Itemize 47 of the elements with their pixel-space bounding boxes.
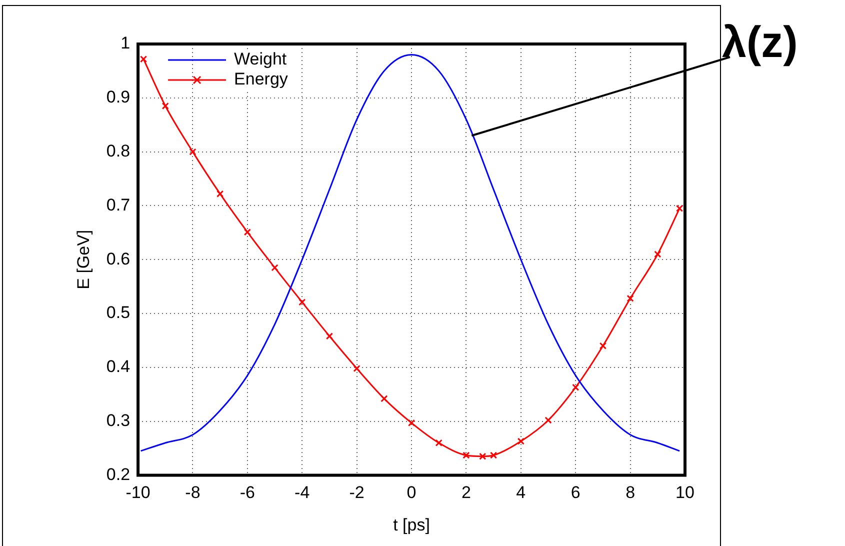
point xyxy=(435,439,442,446)
x-tick-label: -8 xyxy=(185,483,200,502)
legend-label: Weight xyxy=(234,50,287,69)
y-tick-label: 0.4 xyxy=(106,357,130,376)
x-tick-label: 2 xyxy=(461,483,471,502)
point xyxy=(216,190,224,198)
point xyxy=(572,384,580,391)
legend-label: Energy xyxy=(234,70,288,89)
y-tick-label: 0.3 xyxy=(106,410,130,430)
point xyxy=(599,342,607,350)
point xyxy=(479,452,486,460)
point xyxy=(490,452,498,459)
point xyxy=(626,294,634,302)
point xyxy=(353,364,360,372)
point xyxy=(654,250,662,258)
y-tick-label: 0.9 xyxy=(106,88,130,107)
y-axis-title: E [GeV] xyxy=(74,230,93,290)
y-tick-label: 0.7 xyxy=(106,195,130,214)
point xyxy=(380,395,388,402)
x-tick-label: 10 xyxy=(676,483,694,502)
y-tick-label: 0.5 xyxy=(106,303,130,322)
y-tick-label: 0.8 xyxy=(106,141,130,160)
point xyxy=(162,102,169,110)
x-tick-label: 0 xyxy=(406,483,416,502)
x-tick-label: 8 xyxy=(626,483,636,502)
x-tick-label: 4 xyxy=(516,483,526,502)
point xyxy=(271,264,278,272)
point xyxy=(326,332,334,340)
x-tick-label: -2 xyxy=(349,483,364,502)
x-tick-label: -10 xyxy=(126,483,150,502)
y-tick-label: 1 xyxy=(120,34,130,53)
point xyxy=(298,298,306,306)
point xyxy=(408,419,416,426)
x-tick-label: -6 xyxy=(240,483,255,502)
x-axis-title: t [ps] xyxy=(393,515,430,534)
y-tick-label: 0.6 xyxy=(106,249,130,268)
point xyxy=(462,452,470,459)
point xyxy=(244,228,252,236)
point xyxy=(544,416,552,424)
x-tick-label: -4 xyxy=(294,483,310,502)
annotation: λ(z) xyxy=(722,18,798,68)
x-tick-label: 6 xyxy=(570,483,580,502)
point xyxy=(140,56,148,63)
point xyxy=(517,438,524,445)
point xyxy=(676,204,684,212)
point xyxy=(189,148,196,156)
y-tick-label: 0.2 xyxy=(106,464,130,484)
